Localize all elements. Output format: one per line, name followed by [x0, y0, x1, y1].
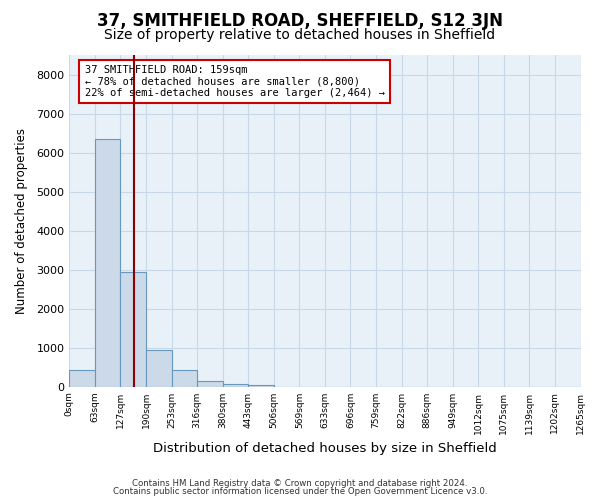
X-axis label: Distribution of detached houses by size in Sheffield: Distribution of detached houses by size …	[153, 442, 497, 455]
Text: Contains public sector information licensed under the Open Government Licence v3: Contains public sector information licen…	[113, 487, 487, 496]
Text: Size of property relative to detached houses in Sheffield: Size of property relative to detached ho…	[104, 28, 496, 42]
Y-axis label: Number of detached properties: Number of detached properties	[15, 128, 28, 314]
Bar	[95, 139, 121, 386]
Bar	[172, 370, 197, 386]
Bar	[197, 381, 223, 386]
Bar	[223, 384, 248, 386]
Bar	[70, 370, 95, 386]
Bar	[248, 385, 274, 386]
Bar	[121, 272, 146, 386]
Text: 37 SMITHFIELD ROAD: 159sqm
← 78% of detached houses are smaller (8,800)
22% of s: 37 SMITHFIELD ROAD: 159sqm ← 78% of deta…	[85, 65, 385, 98]
Bar	[146, 350, 172, 387]
Text: 37, SMITHFIELD ROAD, SHEFFIELD, S12 3JN: 37, SMITHFIELD ROAD, SHEFFIELD, S12 3JN	[97, 12, 503, 30]
Text: Contains HM Land Registry data © Crown copyright and database right 2024.: Contains HM Land Registry data © Crown c…	[132, 478, 468, 488]
